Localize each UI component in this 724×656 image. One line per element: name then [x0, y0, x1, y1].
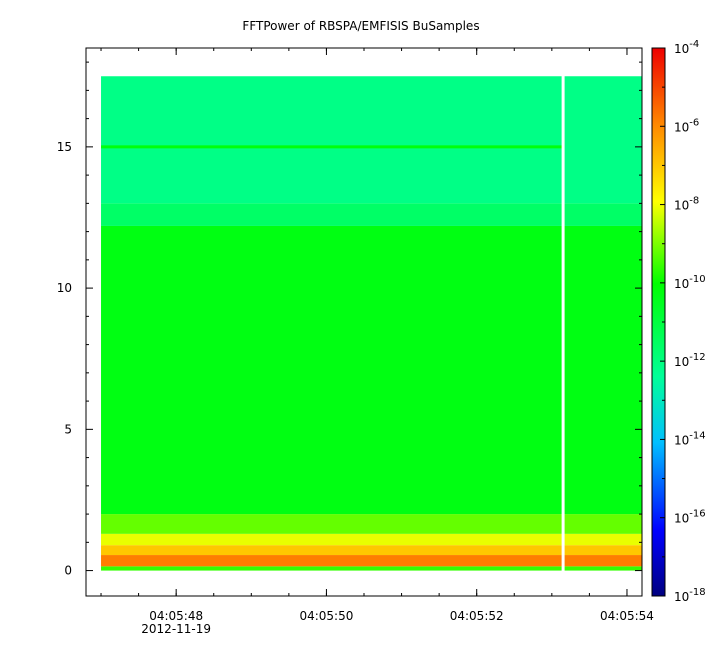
x-tick-label: 04:05:48 [149, 609, 203, 623]
colorbar-tick-exponent: -6 [689, 117, 699, 128]
x-tick-label: 04:05:50 [299, 609, 353, 623]
colorbar-tick-label: 10-10 [674, 274, 706, 291]
narrowband-line [101, 145, 564, 149]
colorbar-tick-label: 10-4 [674, 39, 699, 56]
data-gap [561, 74, 565, 573]
colorbar-tick-label: 10-16 [674, 509, 706, 526]
colorbar-tick-base: 10 [674, 355, 689, 369]
colorbar-tick-label: 10-6 [674, 117, 699, 134]
x-date-label: 2012-11-19 [141, 622, 211, 636]
colorbar-tick-exponent: -16 [689, 509, 705, 520]
colorbar-tick-exponent: -10 [689, 274, 705, 285]
colorbar-tick-label: 10-12 [674, 352, 706, 369]
colorbar-tick-exponent: -8 [689, 196, 699, 207]
colorbar-tick-exponent: -12 [689, 352, 705, 363]
colorbar-tick-exponent: -18 [689, 587, 705, 598]
colorbar-tick-base: 10 [674, 277, 689, 291]
colorbar-tick-label: 10-18 [674, 587, 706, 604]
spectrogram-band [101, 225, 642, 515]
colorbar-tick-base: 10 [674, 120, 689, 134]
y-tick-label: 0 [64, 564, 72, 578]
chart-title: FFTPower of RBSPA/EMFISIS BuSamples [242, 19, 479, 33]
spectrogram-band [101, 566, 642, 571]
colorbar-tick-exponent: -14 [689, 430, 705, 441]
y-tick-label: 10 [57, 281, 72, 295]
plot-area [85, 47, 643, 597]
spectrogram-band [101, 76, 642, 204]
colorbar-tick-base: 10 [674, 42, 689, 56]
colorbar-tick-base: 10 [674, 512, 689, 526]
x-tick-label: 04:05:54 [600, 609, 654, 623]
colorbar-tick-base: 10 [674, 199, 689, 213]
spectrogram-band [101, 555, 642, 567]
spectrogram-band [101, 514, 642, 534]
spectrogram-band [101, 203, 642, 226]
y-axis: 0 5 10 15 [57, 61, 642, 578]
colorbar-tick-base: 10 [674, 433, 689, 447]
x-tick-label: 04:05:52 [450, 609, 504, 623]
spectrogram-band [101, 545, 642, 556]
spectrogram-band [101, 533, 642, 546]
x-axis: 04:05:48 04:05:50 04:05:52 04:05:54 [100, 48, 654, 623]
y-tick-label: 15 [57, 140, 72, 154]
colorbar-tick-exponent: -4 [689, 39, 699, 50]
colorbar-tick-base: 10 [674, 590, 689, 604]
spectrogram-bands [101, 76, 642, 571]
y-tick-label: 5 [64, 422, 72, 436]
colorbar-tick-label: 10-8 [674, 196, 699, 213]
colorbar-tick-label: 10-14 [674, 430, 706, 447]
